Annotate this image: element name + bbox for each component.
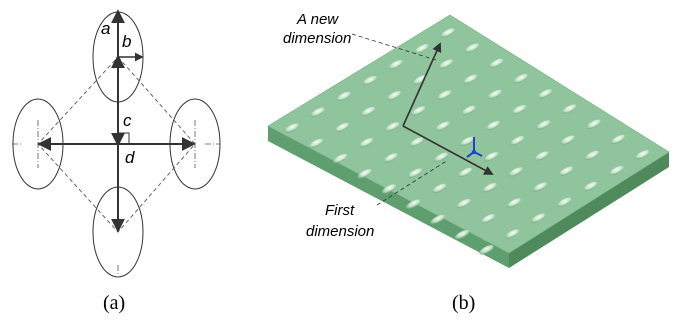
leader-first-dimension xyxy=(376,159,449,206)
dimple xyxy=(333,153,348,164)
dimple xyxy=(308,138,324,148)
dimple xyxy=(438,59,454,69)
dimple xyxy=(334,122,350,133)
dimple xyxy=(461,105,477,115)
dimple xyxy=(381,184,397,194)
annotation-new-dimension-line2: dimension xyxy=(283,30,351,47)
dimple xyxy=(409,137,425,147)
leader-new-dimension xyxy=(351,33,437,61)
dimple xyxy=(505,229,520,239)
dimple xyxy=(532,182,548,192)
dimple xyxy=(484,151,499,162)
dimple xyxy=(482,182,498,193)
annotation-new-dimension-line1: A new xyxy=(296,11,339,28)
dimple xyxy=(383,153,399,163)
dimple xyxy=(586,119,602,129)
dimple xyxy=(458,167,473,178)
dimple xyxy=(534,151,550,161)
dimple xyxy=(508,167,524,177)
dimple xyxy=(406,199,421,209)
dimple xyxy=(456,198,472,209)
label-b: b xyxy=(122,32,131,51)
dimple xyxy=(430,214,446,225)
dimple xyxy=(357,169,373,179)
dimple xyxy=(562,104,577,114)
dimple xyxy=(479,245,494,255)
dimple xyxy=(560,135,576,145)
dimple xyxy=(583,181,598,192)
dimple xyxy=(432,183,447,193)
dimple-grid xyxy=(284,28,650,255)
axis-triad-icon xyxy=(466,137,483,158)
plate-side-face xyxy=(509,152,669,268)
dimple xyxy=(510,136,525,146)
dimple xyxy=(487,89,503,100)
dimple xyxy=(513,73,529,84)
label-c: c xyxy=(123,111,132,130)
dimple xyxy=(485,120,501,131)
dimple xyxy=(610,134,626,145)
panel-b-diagram: A new dimension First dimension (b) xyxy=(267,11,670,314)
dimple xyxy=(463,74,478,84)
dimple xyxy=(459,136,475,146)
plate-front-face xyxy=(268,126,509,268)
new-dimension-arrow xyxy=(402,42,442,127)
dimple xyxy=(440,28,456,38)
dimple xyxy=(531,213,546,223)
panel-a-diagram: a b c d (a) xyxy=(12,9,221,314)
dimple xyxy=(386,91,402,101)
dimple xyxy=(360,106,376,117)
dimple xyxy=(537,89,553,99)
plate-top-face xyxy=(267,14,670,254)
label-a: a xyxy=(101,19,110,38)
label-d: d xyxy=(125,148,135,167)
dimple xyxy=(433,152,449,162)
annotation-first-dimension-line1: First xyxy=(325,202,355,219)
caption-b: (b) xyxy=(452,292,475,314)
dimple xyxy=(454,229,470,240)
dimple xyxy=(359,137,374,148)
dimple xyxy=(511,104,527,115)
first-dimension-arrow xyxy=(402,125,494,175)
dimple xyxy=(362,75,378,86)
dimple xyxy=(385,122,400,132)
dimple xyxy=(435,121,451,131)
dimple xyxy=(310,107,326,117)
dimple xyxy=(635,150,650,160)
dimple xyxy=(388,59,404,70)
dimple xyxy=(480,214,496,224)
dimple xyxy=(609,165,624,176)
dimple xyxy=(506,198,522,208)
dimple xyxy=(464,43,480,53)
dimple xyxy=(536,120,551,130)
dimple xyxy=(412,75,428,85)
dimple xyxy=(558,166,574,176)
dimple xyxy=(489,58,504,68)
dimple xyxy=(557,197,572,207)
center-lines xyxy=(12,92,220,276)
right-angle-marker xyxy=(118,132,130,144)
dimple xyxy=(584,150,600,160)
dimple xyxy=(414,44,430,54)
annotation-first-dimension-line2: dimension xyxy=(306,223,374,240)
caption-a: (a) xyxy=(103,292,125,314)
dimple xyxy=(284,123,300,133)
dimple xyxy=(407,168,423,178)
dimple xyxy=(411,106,426,116)
dimple xyxy=(437,90,452,100)
dimple xyxy=(336,91,352,101)
